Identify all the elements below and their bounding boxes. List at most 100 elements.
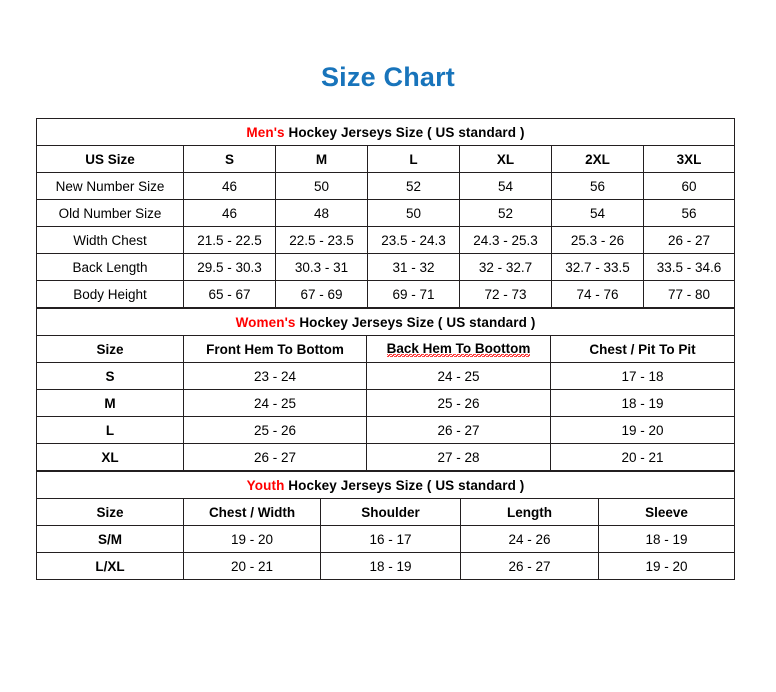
youth-column-header: Size (36, 498, 184, 526)
row-label: S/M (36, 525, 184, 553)
table-cell: 18 - 19 (549, 389, 736, 417)
table-cell: 69 - 71 (367, 280, 460, 308)
table-cell: 24.3 - 25.3 (459, 226, 552, 254)
mens-size-table: Men's Hockey Jerseys Size ( US standard … (35, 118, 736, 308)
table-cell: 29.5 - 30.3 (183, 253, 276, 281)
table-cell: 74 - 76 (551, 280, 644, 308)
table-cell: 25 - 26 (183, 416, 367, 444)
table-cell: 46 (183, 172, 276, 200)
table-cell: 52 (459, 199, 552, 227)
table-row: M 24 - 25 25 - 26 18 - 19 (36, 389, 736, 417)
table-row: S/M 19 - 20 16 - 17 24 - 26 18 - 19 (36, 525, 736, 553)
table-cell: 77 - 80 (642, 280, 736, 308)
table-cell: 60 (642, 172, 736, 200)
mens-column-header: L (367, 145, 460, 173)
row-label: L (36, 416, 184, 444)
table-cell: 72 - 73 (459, 280, 552, 308)
mens-column-header: S (183, 145, 276, 173)
table-cell: 24 - 25 (183, 389, 367, 417)
table-cell: 27 - 28 (366, 443, 551, 471)
youth-section-header-rest: Hockey Jerseys Size ( US standard ) (284, 477, 525, 493)
table-cell: 26 - 27 (183, 443, 367, 471)
youth-column-header: Length (460, 498, 599, 526)
womens-section-header: Women's Hockey Jerseys Size ( US standar… (35, 308, 736, 336)
table-cell: 18 - 19 (597, 525, 736, 553)
table-cell: 56 (551, 172, 644, 200)
table-cell: 26 - 27 (460, 552, 599, 580)
table-cell: 32.7 - 33.5 (551, 253, 644, 281)
row-label: L/XL (36, 552, 184, 580)
table-row: S 23 - 24 24 - 25 17 - 18 (36, 362, 736, 390)
table-row: New Number Size 46 50 52 54 56 60 (36, 172, 736, 200)
youth-column-header: Chest / Width (183, 498, 321, 526)
table-row: L/XL 20 - 21 18 - 19 26 - 27 19 - 20 (36, 552, 736, 580)
table-cell: 26 - 27 (642, 226, 736, 254)
mens-column-header: 3XL (642, 145, 736, 173)
mens-section-header: Men's Hockey Jerseys Size ( US standard … (35, 118, 736, 146)
table-cell: 25.3 - 26 (551, 226, 644, 254)
table-cell: 67 - 69 (275, 280, 368, 308)
youth-section-header: Youth Hockey Jerseys Size ( US standard … (35, 471, 736, 499)
table-cell: 20 - 21 (183, 552, 321, 580)
table-cell: 16 - 17 (320, 525, 461, 553)
table-row: Old Number Size 46 48 50 52 54 56 (36, 199, 736, 227)
table-row: XL 26 - 27 27 - 28 20 - 21 (36, 443, 736, 471)
row-label: Old Number Size (36, 199, 184, 227)
table-cell: 25 - 26 (366, 389, 551, 417)
row-label: Back Length (36, 253, 184, 281)
womens-column-header-misspelled: Back Hem To Boottom (366, 335, 551, 363)
table-cell: 31 - 32 (367, 253, 460, 281)
table-row: L 25 - 26 26 - 27 19 - 20 (36, 416, 736, 444)
table-cell: 18 - 19 (320, 552, 461, 580)
table-cell: 17 - 18 (549, 362, 736, 390)
table-header-row: Size Front Hem To Bottom Back Hem To Boo… (36, 335, 736, 363)
size-chart-tables: Men's Hockey Jerseys Size ( US standard … (35, 118, 736, 580)
youth-section-header-accent: Youth (246, 477, 285, 493)
table-cell: 48 (275, 199, 368, 227)
row-label: M (36, 389, 184, 417)
mens-section-header-accent: Men's (246, 124, 285, 140)
table-cell: 50 (275, 172, 368, 200)
table-cell: 33.5 - 34.6 (642, 253, 736, 281)
row-label: Width Chest (36, 226, 184, 254)
table-cell: 24 - 26 (460, 525, 599, 553)
table-cell: 19 - 20 (549, 416, 736, 444)
womens-section-header-accent: Women's (235, 314, 296, 330)
misspelled-header-text: Back Hem To Boottom (386, 341, 531, 357)
womens-column-header: Size (36, 335, 184, 363)
womens-column-header: Front Hem To Bottom (183, 335, 367, 363)
table-row: Back Length 29.5 - 30.3 30.3 - 31 31 - 3… (36, 253, 736, 281)
table-row: Width Chest 21.5 - 22.5 22.5 - 23.5 23.5… (36, 226, 736, 254)
row-label: S (36, 362, 184, 390)
table-section-header-row: Youth Hockey Jerseys Size ( US standard … (35, 471, 736, 499)
table-cell: 54 (551, 199, 644, 227)
womens-section-header-rest: Hockey Jerseys Size ( US standard ) (295, 314, 536, 330)
table-cell: 21.5 - 22.5 (183, 226, 276, 254)
table-cell: 19 - 20 (597, 552, 736, 580)
table-cell: 52 (367, 172, 460, 200)
mens-column-header: 2XL (551, 145, 644, 173)
page-title: Size Chart (320, 62, 456, 92)
row-label: Body Height (36, 280, 184, 308)
mens-column-header: XL (459, 145, 552, 173)
table-header-row: US Size S M L XL 2XL 3XL (36, 145, 736, 173)
table-cell: 22.5 - 23.5 (275, 226, 368, 254)
mens-section-header-rest: Hockey Jerseys Size ( US standard ) (284, 124, 525, 140)
row-label: New Number Size (36, 172, 184, 200)
table-cell: 30.3 - 31 (275, 253, 368, 281)
table-cell: 50 (367, 199, 460, 227)
table-cell: 54 (459, 172, 552, 200)
table-section-header-row: Women's Hockey Jerseys Size ( US standar… (35, 308, 736, 336)
table-cell: 56 (642, 199, 736, 227)
mens-column-header: US Size (36, 145, 184, 173)
youth-size-table: Youth Hockey Jerseys Size ( US standard … (35, 471, 736, 580)
table-cell: 65 - 67 (183, 280, 276, 308)
table-cell: 32 - 32.7 (459, 253, 552, 281)
youth-column-header: Shoulder (320, 498, 461, 526)
table-cell: 20 - 21 (549, 443, 736, 471)
table-cell: 46 (183, 199, 276, 227)
mens-column-header: M (275, 145, 368, 173)
table-header-row: Size Chest / Width Shoulder Length Sleev… (36, 498, 736, 526)
table-row: Body Height 65 - 67 67 - 69 69 - 71 72 -… (36, 280, 736, 308)
